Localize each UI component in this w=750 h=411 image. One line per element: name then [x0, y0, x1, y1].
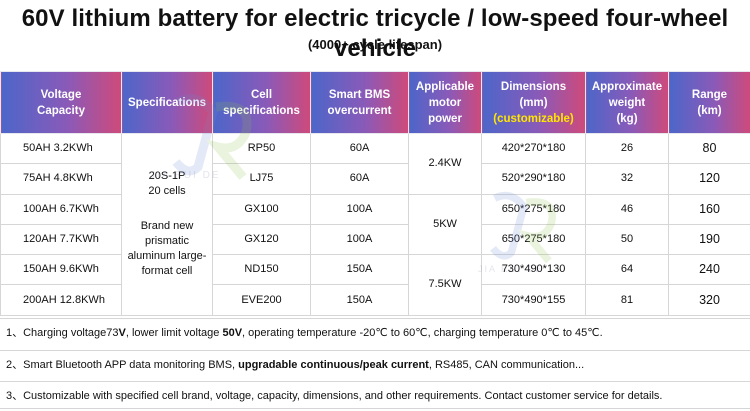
capacity-cell: 50AH 3.2KWh	[0, 132, 122, 165]
capacity-cell: 120AH 7.7KWh	[0, 223, 122, 256]
table-header-row: Voltage Capacity Specifications Cell spe…	[0, 71, 750, 134]
dimensions-cell: 650*275*180	[481, 193, 586, 225]
weight-cell: 64	[585, 254, 669, 286]
cell-spec-cell: GX120	[212, 223, 311, 256]
dimensions-cell: 650*275*180	[481, 223, 586, 256]
table-row: 100AH 6.7KWh GX100 100A 5KW 650*275*180 …	[0, 193, 750, 256]
range-cell: 320	[668, 284, 750, 316]
range-cell: 120	[668, 163, 750, 195]
range-cell: 190	[668, 223, 750, 256]
note-charging-voltage: 1、Charging voltage73V, lower limit volta…	[0, 318, 750, 346]
weight-cell: 32	[585, 163, 669, 195]
motor-power-cell: 2.4KW	[408, 133, 482, 195]
cell-spec-cell: LJ75	[212, 163, 311, 195]
motor-power-cell: 5KW	[408, 193, 482, 256]
weight-cell: 50	[585, 223, 669, 256]
range-cell: 80	[668, 132, 750, 165]
page-subtitle: (4000+ cycle lifespan)	[307, 37, 443, 52]
weight-cell: 46	[585, 193, 669, 225]
dimensions-cell: 520*290*180	[481, 163, 586, 195]
header-dimensions: Dimensions (mm) (customizable)	[481, 71, 586, 134]
cell-spec-cell: EVE200	[212, 284, 311, 316]
bms-cell: 150A	[310, 254, 409, 286]
weight-cell: 26	[585, 132, 669, 165]
capacity-cell: 100AH 6.7KWh	[0, 193, 122, 225]
bms-cell: 60A	[310, 132, 409, 165]
bms-cell: 100A	[310, 223, 409, 256]
dimensions-cell: 730*490*155	[481, 284, 586, 316]
dimensions-cell: 420*270*180	[481, 132, 586, 165]
header-voltage-capacity: Voltage Capacity	[0, 71, 122, 134]
table-row: 75AH 4.8KWh LJ75 60A 520*290*180 32 120	[0, 163, 750, 195]
bms-cell: 60A	[310, 163, 409, 195]
header-cell-specifications: Cell specifications	[212, 71, 311, 134]
range-cell: 240	[668, 254, 750, 286]
capacity-cell: 200AH 12.8KWh	[0, 284, 122, 316]
header-range: Range (km)	[668, 71, 750, 134]
bms-cell: 100A	[310, 193, 409, 225]
table-row: 120AH 7.7KWh GX120 100A 650*275*180 50 1…	[0, 223, 750, 256]
weight-cell: 81	[585, 284, 669, 316]
range-cell: 160	[668, 193, 750, 225]
capacity-cell: 75AH 4.8KWh	[0, 163, 122, 195]
table-row: 50AH 3.2KWh 20S-1P 20 cells Brand new pr…	[0, 132, 750, 316]
capacity-cell: 150AH 9.6KWh	[0, 254, 122, 286]
note-customization: 3、Customizable with specified cell brand…	[0, 381, 750, 409]
header-smart-bms: Smart BMS overcurrent	[310, 71, 409, 134]
dimensions-cell: 730*490*130	[481, 254, 586, 286]
page-title: 60V lithium battery for electric tricycl…	[21, 5, 729, 62]
note-bms-features: 2、Smart Bluetooth APP data monitoring BM…	[0, 350, 750, 378]
table-row: 150AH 9.6KWh ND150 150A 7.5KW 730*490*13…	[0, 254, 750, 316]
specifications-merged-cell: 20S-1P 20 cells Brand new prismatic alum…	[121, 133, 213, 316]
header-motor-power: Applicable motor power	[408, 71, 482, 134]
motor-power-cell: 7.5KW	[408, 254, 482, 316]
header-weight: Approximate weight (kg)	[585, 71, 669, 134]
bms-cell: 150A	[310, 284, 409, 316]
cell-spec-cell: RP50	[212, 132, 311, 165]
customizable-note: (customizable)	[493, 112, 574, 125]
cell-spec-cell: ND150	[212, 254, 311, 286]
header-specifications: Specifications	[121, 71, 213, 134]
battery-spec-table: Voltage Capacity Specifications Cell spe…	[0, 71, 750, 316]
cell-spec-cell: GX100	[212, 193, 311, 225]
table-row: 200AH 12.8KWh EVE200 150A 730*490*155 81…	[0, 284, 750, 316]
